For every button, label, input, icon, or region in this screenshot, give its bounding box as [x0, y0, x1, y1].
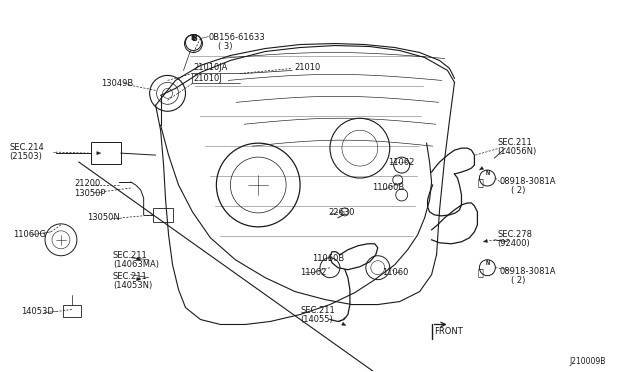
- Polygon shape: [136, 257, 141, 261]
- Text: SEC.211: SEC.211: [113, 251, 148, 260]
- Bar: [63, 305, 81, 317]
- Text: 13049B: 13049B: [101, 79, 133, 89]
- Text: J210009B: J210009B: [569, 357, 605, 366]
- Text: 11060B: 11060B: [372, 183, 404, 192]
- Text: ⓝ: ⓝ: [477, 267, 483, 277]
- Polygon shape: [479, 167, 484, 170]
- Text: SEC.214: SEC.214: [9, 143, 44, 152]
- Text: SEC.278: SEC.278: [497, 230, 532, 239]
- Text: N: N: [485, 260, 490, 266]
- Polygon shape: [342, 322, 346, 326]
- Polygon shape: [483, 239, 488, 243]
- Text: ( 3): ( 3): [218, 42, 233, 51]
- Text: 21200: 21200: [74, 179, 100, 188]
- Bar: [152, 208, 173, 222]
- Text: (14055): (14055): [300, 314, 333, 324]
- Text: (14063MA): (14063MA): [113, 260, 159, 269]
- Text: 21010J: 21010J: [193, 74, 222, 83]
- Bar: [91, 142, 121, 164]
- Text: B: B: [191, 34, 197, 43]
- Text: 11060B: 11060B: [312, 254, 344, 263]
- Text: 11062: 11062: [300, 268, 326, 277]
- Text: 11060: 11060: [382, 268, 408, 277]
- Text: 08918-3081A: 08918-3081A: [499, 267, 556, 276]
- Text: 21010JA: 21010JA: [193, 64, 228, 73]
- Text: SEC.211: SEC.211: [497, 138, 532, 147]
- Text: ( 2): ( 2): [511, 186, 525, 195]
- Text: (92400): (92400): [497, 239, 530, 248]
- Text: 14053D: 14053D: [21, 307, 54, 315]
- Text: ( 2): ( 2): [511, 276, 525, 285]
- Text: (14056N): (14056N): [497, 147, 536, 156]
- Text: (14053N): (14053N): [113, 280, 152, 290]
- Text: FRONT: FRONT: [435, 327, 463, 336]
- Text: 22630: 22630: [328, 208, 355, 217]
- Text: SEC.211: SEC.211: [300, 305, 335, 315]
- Text: 08918-3081A: 08918-3081A: [499, 177, 556, 186]
- Text: 13050P: 13050P: [74, 189, 106, 198]
- Text: ⓝ: ⓝ: [477, 177, 483, 187]
- Text: B: B: [191, 35, 196, 41]
- Polygon shape: [97, 151, 101, 155]
- Text: 0B156-61633: 0B156-61633: [209, 33, 265, 42]
- Text: N: N: [485, 170, 490, 176]
- Text: SEC.211: SEC.211: [113, 272, 148, 281]
- Text: 21010: 21010: [294, 64, 321, 73]
- Text: 11062: 11062: [388, 158, 414, 167]
- Text: 11060G: 11060G: [13, 230, 46, 239]
- Text: 13050N: 13050N: [87, 213, 120, 222]
- Text: (21503): (21503): [9, 152, 42, 161]
- Polygon shape: [136, 278, 141, 280]
